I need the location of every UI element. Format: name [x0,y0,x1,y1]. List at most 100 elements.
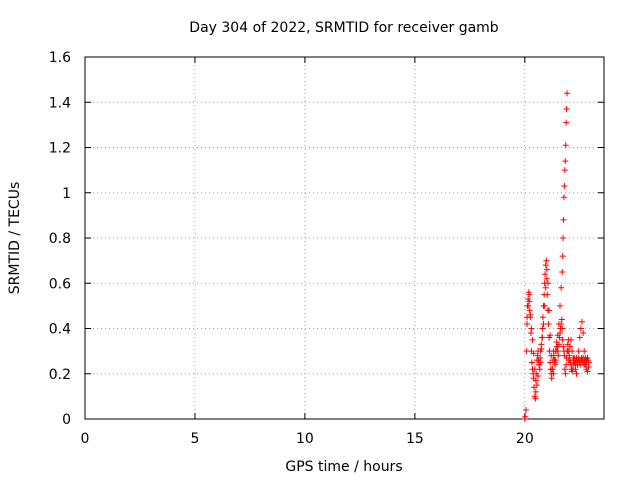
data-point [572,366,579,373]
data-point [577,325,584,332]
data-point [559,336,566,343]
x-tick-labels: 0 5 10 15 20 [81,431,534,447]
data-point [565,357,572,364]
data-point [585,363,592,370]
data-point [566,343,573,350]
data-point [584,368,591,375]
data-point [569,348,576,355]
data-points [521,90,592,422]
y-tick-label: 0.8 [49,231,71,247]
data-point [560,216,567,223]
y-tick-label: 1.2 [49,141,71,157]
data-point [522,406,529,413]
data-point [542,284,549,291]
data-point [561,366,568,373]
data-point [570,354,577,361]
data-point [543,257,550,264]
data-point [568,336,575,343]
data-point [554,332,561,339]
chart-title: Day 304 of 2022, SRMTID for receiver gam… [189,20,499,36]
data-point [560,343,567,350]
gridlines [85,57,604,419]
data-point [538,345,545,352]
data-point [559,253,566,260]
data-point [546,307,553,314]
data-point [530,350,537,357]
data-point [532,388,539,395]
data-point [525,302,532,309]
y-tick-label: 0 [62,412,71,428]
data-point [531,366,538,373]
data-point [533,382,540,389]
data-point [559,268,566,275]
y-tick-label: 0.2 [49,367,71,383]
data-point [576,334,583,341]
data-point [581,348,588,355]
data-point [542,271,549,278]
data-point [580,330,587,337]
data-point [544,291,551,298]
data-point [564,90,571,97]
y-tick-label: 1 [62,186,71,202]
data-point [536,361,543,368]
data-point [550,370,557,377]
data-point [555,352,562,359]
data-point [545,320,552,327]
data-point [562,158,569,165]
data-point [560,235,567,241]
data-point [562,142,569,149]
data-point [555,320,562,327]
data-point [563,106,570,113]
data-point [582,361,589,368]
data-point [549,366,556,373]
data-point [526,307,533,314]
data-point [541,302,548,309]
data-point [575,348,582,355]
plot-frame [84,56,605,420]
data-point [559,325,566,332]
data-point [561,182,568,189]
data-point [536,366,543,373]
x-tick-label: 20 [516,431,534,447]
y-tick-labels: 0 0.2 0.4 0.6 0.8 1 1.2 1.4 1.6 [49,50,71,428]
data-point [529,336,536,343]
data-point [560,194,567,201]
data-point [544,280,551,287]
data-point [547,332,554,339]
data-point [548,375,555,382]
data-point [524,320,531,327]
y-tick-label: 1.6 [49,50,71,66]
data-point [539,314,546,321]
x-tick-label: 15 [406,431,424,447]
data-point [528,359,535,366]
x-tick-label: 0 [81,431,90,447]
data-point [563,119,570,126]
x-tick-label: 10 [296,431,314,447]
data-point [574,361,581,368]
data-point [542,262,549,269]
axis-ticks [84,56,604,420]
data-point [539,334,546,341]
data-point [562,370,569,377]
data-point [539,325,546,332]
data-point [551,357,558,364]
data-point [552,348,559,355]
data-point [579,318,586,325]
data-point [528,325,535,332]
y-tick-label: 1.4 [49,95,71,111]
data-point [571,359,578,366]
y-tick-label: 0.4 [49,322,71,338]
data-point [561,167,568,174]
data-point [522,413,529,420]
data-point [557,302,564,309]
x-tick-label: 5 [190,431,199,447]
x-axis-label: GPS time / hours [285,459,402,475]
data-point [532,395,539,402]
data-point [526,291,533,298]
data-point [543,275,550,282]
data-point [543,266,550,273]
y-axis-label: SRMTID / TECUs [7,182,23,295]
data-point [537,354,544,361]
data-point [526,298,533,305]
data-point [540,320,547,327]
